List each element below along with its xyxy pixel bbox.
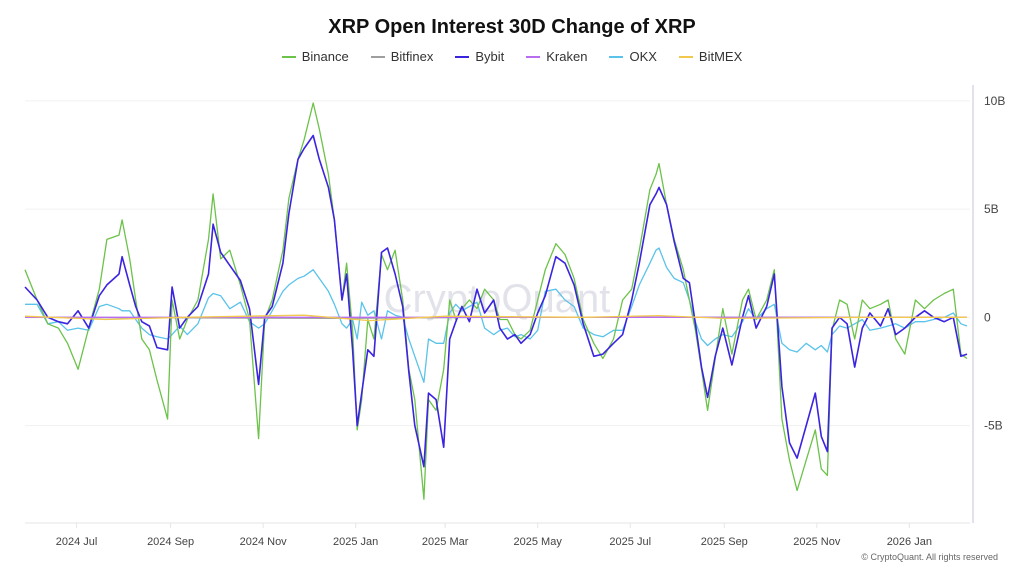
x-tick-label: 2025 Jul xyxy=(609,536,651,548)
x-tick-label: 2024 Jul xyxy=(56,536,98,548)
chart-title: XRP Open Interest 30D Change of XRP xyxy=(328,16,696,38)
legend-swatch xyxy=(678,55,693,58)
x-tick-label: 2025 Jan xyxy=(333,536,378,548)
legend-swatch xyxy=(526,55,541,58)
y-tick-label: 10B xyxy=(984,94,1005,108)
legend-item-bybit[interactable]: Bybit xyxy=(455,49,504,64)
series-line-binance xyxy=(24,102,968,500)
series-line-bybit xyxy=(24,134,968,468)
legend-swatch xyxy=(455,55,470,58)
legend: Binance Bitfinex Bybit Kraken OKX BitMEX xyxy=(0,49,1024,64)
copyright: © CryptoQuant. All rights reserved xyxy=(861,552,998,562)
legend-label: Kraken xyxy=(546,49,588,64)
series-line-bitmex xyxy=(24,314,967,322)
legend-swatch xyxy=(370,55,385,58)
x-tick-label: 2024 Nov xyxy=(240,536,288,548)
x-tick-label: 2024 Sep xyxy=(147,536,194,548)
gridlines xyxy=(25,100,970,427)
legend-item-binance[interactable]: Binance xyxy=(281,49,349,64)
y-tick-label: 0 xyxy=(984,310,991,324)
legend-swatch xyxy=(281,55,296,58)
y-tick-label: 5B xyxy=(984,202,999,216)
y-tick-label: -5B xyxy=(984,419,1003,433)
legend-label: BitMEX xyxy=(698,49,743,64)
legend-item-bitmex[interactable]: BitMEX xyxy=(678,49,743,64)
x-tick-label: 2026 Jan xyxy=(887,536,932,548)
legend-label: Binance xyxy=(301,49,349,64)
axes: 10B 5B 0 -5B 2024 Jul 2024 Sep 2024 Nov 2025 Ja… xyxy=(25,85,1005,548)
x-tick-label: 2025 Nov xyxy=(793,536,841,548)
legend-label: Bitfinex xyxy=(390,49,434,64)
x-tick-label: 2025 Sep xyxy=(701,536,748,548)
legend-item-kraken[interactable]: Kraken xyxy=(526,49,587,64)
series-line-okx xyxy=(25,247,968,383)
x-tick-label: 2025 May xyxy=(514,536,563,548)
legend-swatch xyxy=(609,55,624,58)
x-tick-label: 2025 Mar xyxy=(422,536,469,548)
legend-label: Bybit xyxy=(475,49,505,64)
legend-item-okx[interactable]: OKX xyxy=(609,49,657,64)
legend-label: OKX xyxy=(629,49,657,64)
legend-item-bitfinex[interactable]: Bitfinex xyxy=(370,49,434,64)
series-lines xyxy=(24,102,968,500)
